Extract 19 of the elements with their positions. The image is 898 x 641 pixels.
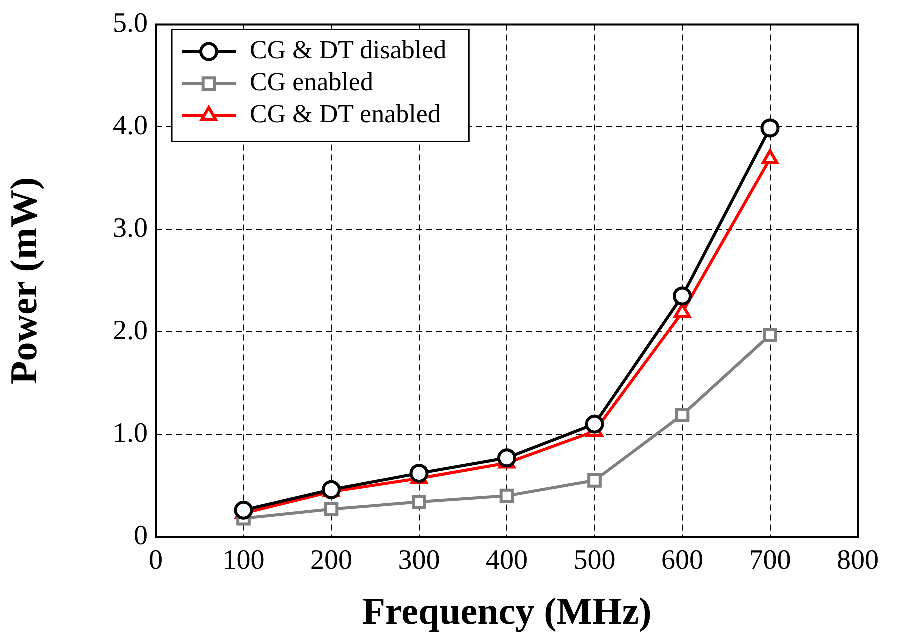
legend-label: CG enabled xyxy=(250,68,374,97)
x-tick-label: 600 xyxy=(662,545,704,576)
legend-label: CG & DT enabled xyxy=(250,100,441,129)
y-tick-label: 2.0 xyxy=(113,315,148,346)
x-tick-label: 400 xyxy=(486,545,528,576)
x-tick-label: 700 xyxy=(749,545,792,576)
x-tick-label: 200 xyxy=(310,545,352,576)
y-tick-label: 0 xyxy=(134,520,148,552)
y-tick-label: 4.0 xyxy=(113,110,148,142)
x-tick-label: 800 xyxy=(837,545,879,576)
y-tick-label: 3.0 xyxy=(113,213,148,244)
x-tick-label: 500 xyxy=(574,545,616,576)
legend-label: CG & DT disabled xyxy=(250,36,447,65)
x-tick-label: 300 xyxy=(398,545,440,576)
x-axis-title: Frequency (MHz) xyxy=(362,591,652,634)
x-tick-label: 100 xyxy=(222,545,265,576)
y-tick-label: 5.0 xyxy=(113,8,148,40)
y-tick-label: 1.0 xyxy=(113,418,148,449)
y-axis-title: Power (mW) xyxy=(4,177,46,384)
